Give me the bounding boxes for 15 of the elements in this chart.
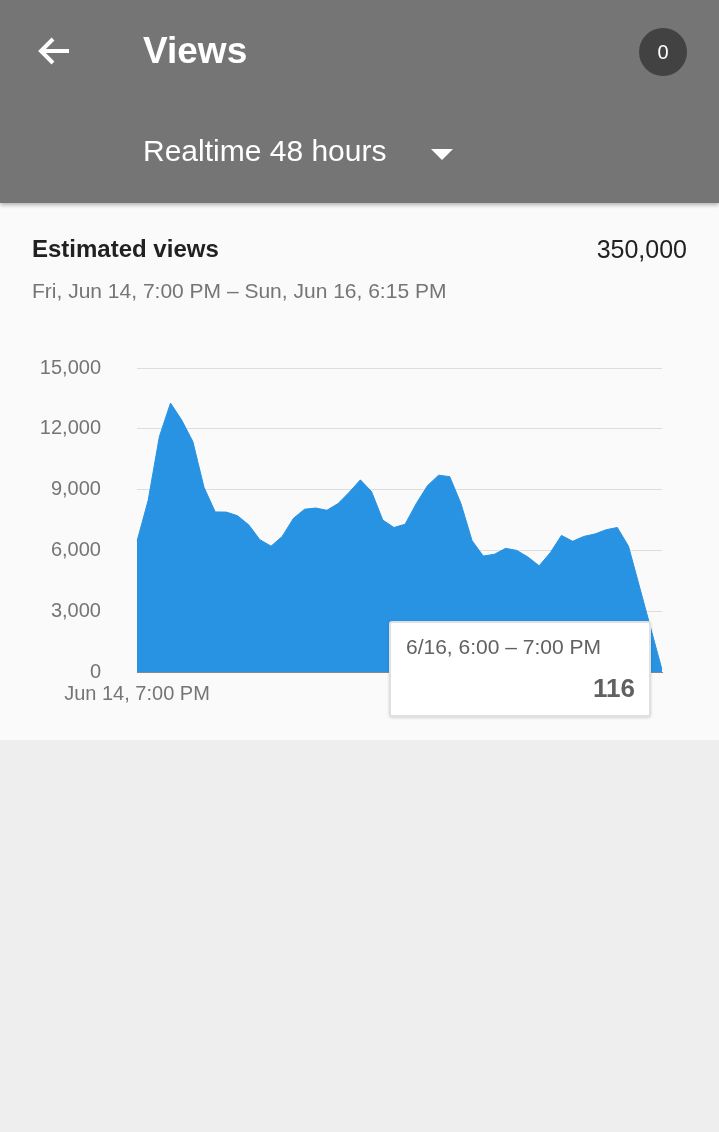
text: Views — [143, 30, 248, 72]
y-tick-label: 6,000 — [50, 537, 101, 560]
data-label: 116 — [593, 673, 635, 704]
y-tick-label: 9,000 — [50, 477, 101, 500]
y-tick-label: 0 — [89, 659, 101, 682]
text: 350,000 — [596, 235, 687, 264]
y-tick-label: 15,000 — [39, 355, 101, 378]
annotation: 6/16, 6:00 – 7:00 PM — [406, 635, 601, 659]
text: 0 — [639, 28, 687, 76]
chart-subtitle: Fri, Jun 14, 7:00 PM – Sun, Jun 16, 6:15 PM — [32, 279, 447, 303]
x-tick-label: Jun 14, 7:00 PM — [64, 681, 210, 704]
y-tick-label: 12,000 — [39, 416, 101, 439]
y-tick-label: 3,000 — [50, 598, 101, 621]
text: Realtime 48 hours — [143, 134, 387, 168]
chart-title: Estimated views — [32, 235, 219, 263]
